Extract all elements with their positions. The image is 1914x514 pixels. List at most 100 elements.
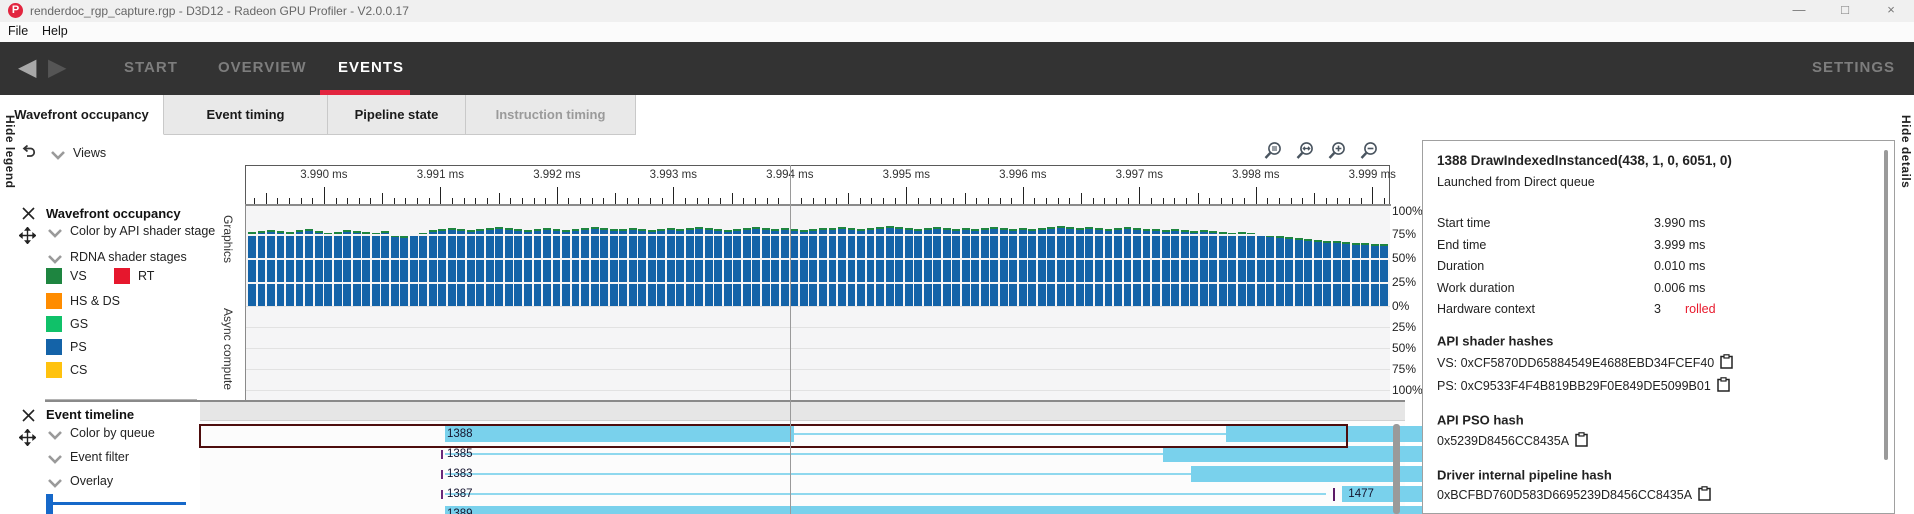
ruler-tick xyxy=(1302,198,1304,205)
ruler-tick xyxy=(393,198,395,205)
event-filter-label[interactable]: Event filter xyxy=(70,450,130,464)
rdna-stages-label[interactable]: RDNA shader stages xyxy=(70,250,187,264)
ruler-tick xyxy=(335,198,337,205)
zoom-out-icon[interactable] xyxy=(1359,141,1379,166)
event-id-label: 1387 xyxy=(447,488,473,500)
rdna-stages-chevron-icon[interactable] xyxy=(47,252,63,270)
copy-to-clipboard-icon[interactable] xyxy=(1575,432,1588,450)
time-tick-label: 3.991 ms xyxy=(416,169,464,181)
ruler-tick xyxy=(929,198,931,205)
tab-pipeline-state[interactable]: Pipeline state xyxy=(328,95,466,135)
tab-wavefront-occupancy[interactable]: Wavefront occupancy xyxy=(0,95,164,135)
ruler-tick xyxy=(719,198,721,205)
color-by-queue-label[interactable]: Color by queue xyxy=(70,426,155,440)
time-ruler[interactable]: 3.990 ms 3.991 ms 3.992 ms 3.993 ms 3.994 ms… xyxy=(245,165,1396,205)
time-tick-label: 3.990 ms xyxy=(300,169,348,181)
menu-file[interactable]: File xyxy=(8,24,29,38)
ruler-tick xyxy=(1116,198,1117,205)
event-timeline[interactable]: 1388 1385 1383 1477 1387 1389 xyxy=(199,421,1588,514)
occupancy-bar xyxy=(628,228,637,306)
move-occupancy-legend-icon[interactable] xyxy=(18,226,37,249)
occupancy-bar xyxy=(400,235,409,306)
ruler-tick xyxy=(603,198,605,205)
nav-item-start[interactable]: START xyxy=(124,59,178,76)
occupancy-bar xyxy=(1104,229,1113,306)
minimize-button[interactable]: — xyxy=(1792,2,1806,17)
occupancy-bar xyxy=(1094,228,1103,306)
stage-label: GS xyxy=(70,317,89,331)
overlay-label[interactable]: Overlay xyxy=(70,474,114,488)
occupancy-bar xyxy=(1237,232,1246,306)
tab-instruction-timing: Instruction timing xyxy=(466,95,636,135)
wavefront-occupancy-chart[interactable] xyxy=(245,205,1390,400)
ruler-tick xyxy=(1244,198,1246,205)
timeline-row-1389[interactable]: 1389 xyxy=(445,506,1588,514)
occupancy-bar xyxy=(1114,228,1122,306)
occupancy-bar xyxy=(866,228,875,306)
nav-back-icon[interactable]: ◀ xyxy=(18,54,37,81)
hash-text: PS: 0xC9533F4F4B819BB29F0E849DE5099B01 xyxy=(1437,379,1711,393)
timeline-row-1387[interactable]: 1477 1387 xyxy=(441,486,1588,502)
move-timeline-legend-icon[interactable] xyxy=(18,428,37,451)
ruler-tick xyxy=(1011,198,1013,205)
copy-to-clipboard-icon[interactable] xyxy=(1720,354,1734,372)
close-button[interactable]: × xyxy=(1887,2,1895,17)
occupancy-bar xyxy=(476,229,485,306)
zoom-in-icon[interactable] xyxy=(1327,141,1347,166)
timeline-scrollbar[interactable] xyxy=(1393,424,1400,514)
ruler-tick xyxy=(1267,198,1269,205)
maximize-button[interactable]: □ xyxy=(1841,2,1849,17)
event-id-label: 1385 xyxy=(447,448,473,460)
views-chevron-down-icon[interactable] xyxy=(50,148,66,166)
nav-item-settings[interactable]: SETTINGS xyxy=(1812,59,1896,76)
detail-section-title: API shader hashes xyxy=(1437,333,1554,349)
hash-text: 0x5239D8456CC8435A xyxy=(1437,434,1570,448)
close-occupancy-legend-icon[interactable] xyxy=(21,206,36,226)
occupancy-bar xyxy=(961,228,970,306)
close-timeline-legend-icon[interactable] xyxy=(21,408,36,428)
occupancy-bar xyxy=(333,232,342,306)
ruler-tick xyxy=(824,198,826,205)
timeline-zoom-slider-track[interactable] xyxy=(53,502,186,505)
nav-item-overview[interactable]: OVERVIEW xyxy=(218,59,307,76)
ruler-tick xyxy=(382,193,384,205)
occupancy-bar xyxy=(438,229,447,306)
timeline-row-1385[interactable]: 1385 xyxy=(441,446,1588,462)
hide-details-splitter[interactable]: Hide details xyxy=(1899,115,1913,189)
color-by-queue-chevron-icon[interactable] xyxy=(47,428,63,446)
stage-swatch-cs xyxy=(46,362,62,378)
views-label[interactable]: Views xyxy=(73,146,107,160)
overlay-chevron-icon[interactable] xyxy=(47,476,63,494)
nav-forward-icon[interactable]: ▶ xyxy=(48,54,67,81)
color-by-api-label[interactable]: Color by API shader stage xyxy=(70,224,216,238)
occupancy-bar xyxy=(1294,237,1303,306)
details-scrollbar[interactable] xyxy=(1884,150,1888,460)
stage-swatch-hsds xyxy=(46,293,62,309)
occupancy-bar xyxy=(685,228,694,306)
zoom-to-selection-icon[interactable] xyxy=(1263,141,1283,166)
occupancy-bar xyxy=(466,230,475,306)
nav-item-events[interactable]: EVENTS xyxy=(338,59,405,76)
ruler-tick xyxy=(568,198,570,205)
occupancy-legend-title: Wavefront occupancy xyxy=(46,206,181,221)
occupancy-bar xyxy=(952,229,961,306)
occupancy-bar xyxy=(1171,229,1180,306)
copy-to-clipboard-icon[interactable] xyxy=(1698,486,1711,504)
timeline-zoom-slider-handle[interactable] xyxy=(46,494,53,514)
tab-event-timing[interactable]: Event timing xyxy=(164,95,328,135)
async-pct-label: 25% xyxy=(1392,320,1417,334)
color-by-api-chevron-icon[interactable] xyxy=(47,226,63,244)
menu-help[interactable]: Help xyxy=(42,24,68,38)
undo-icon[interactable] xyxy=(20,142,38,165)
stage-label: PS xyxy=(70,340,87,354)
copy-to-clipboard-icon[interactable] xyxy=(1717,377,1730,395)
hide-legend-splitter[interactable]: Hide legend xyxy=(3,115,17,189)
event-filter-chevron-icon[interactable] xyxy=(47,452,63,470)
occupancy-bar xyxy=(790,229,799,306)
ruler-tick xyxy=(1174,198,1176,205)
ruler-tick xyxy=(463,198,465,205)
ruler-tick xyxy=(894,198,896,205)
zoom-reset-icon[interactable] xyxy=(1295,141,1315,166)
timeline-row-1383[interactable]: 1383 xyxy=(441,466,1588,482)
occupancy-bar xyxy=(600,228,609,306)
